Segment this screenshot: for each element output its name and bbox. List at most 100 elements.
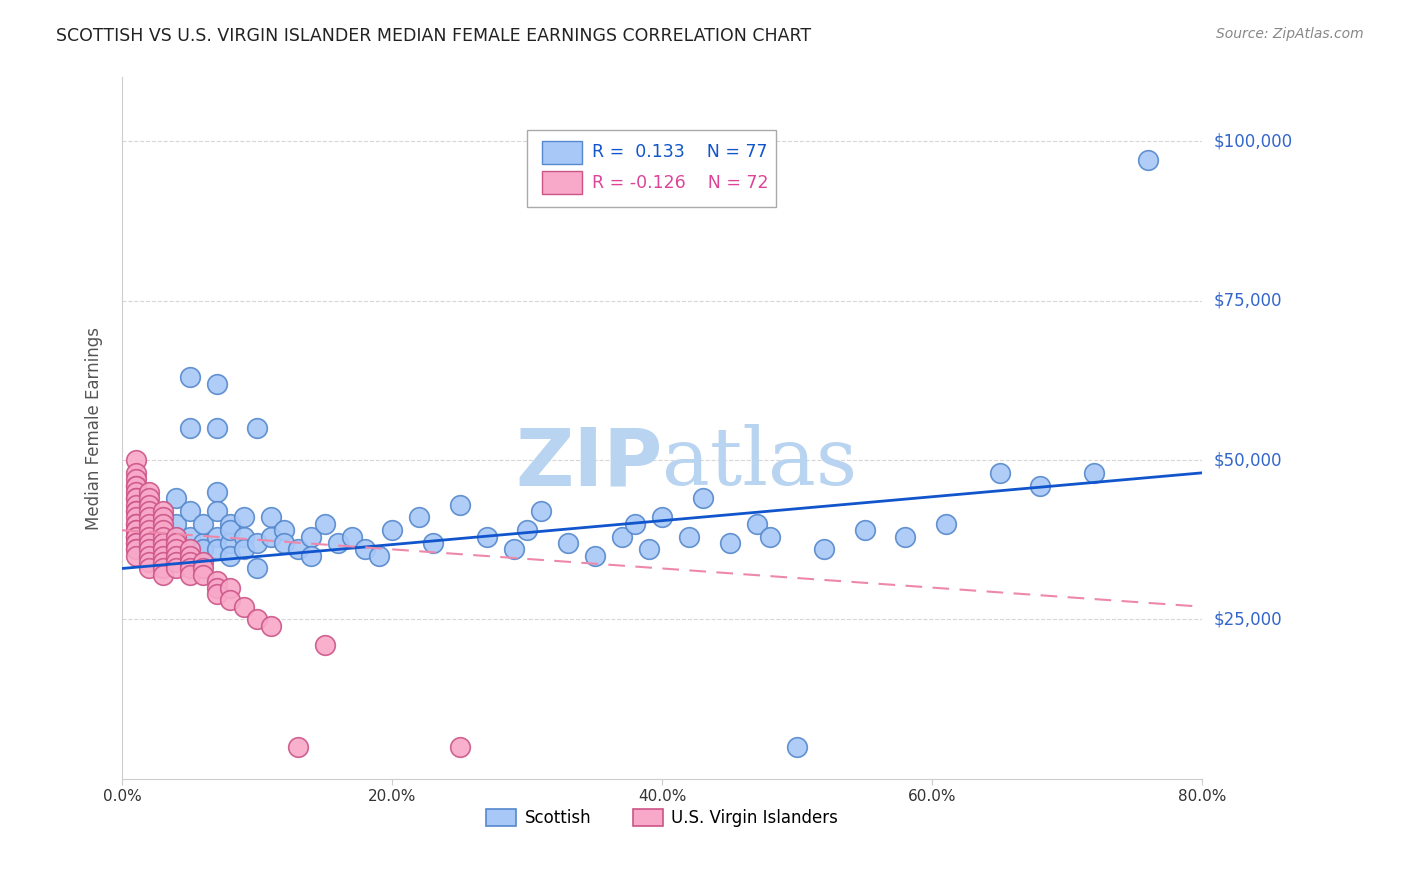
- Point: [124, 504, 146, 518]
- Point: [935, 516, 957, 531]
- Point: [381, 523, 404, 537]
- Point: [124, 498, 146, 512]
- Point: [124, 491, 146, 506]
- Point: [651, 510, 673, 524]
- Point: [354, 542, 377, 557]
- Point: [219, 581, 242, 595]
- Point: [138, 549, 160, 563]
- Point: [138, 555, 160, 569]
- Text: $25,000: $25,000: [1213, 610, 1282, 629]
- Point: [165, 542, 187, 557]
- Point: [124, 504, 146, 518]
- Point: [124, 523, 146, 537]
- Point: [449, 739, 471, 754]
- Point: [165, 549, 187, 563]
- Point: [273, 523, 295, 537]
- Text: Source: ZipAtlas.com: Source: ZipAtlas.com: [1216, 27, 1364, 41]
- Point: [124, 466, 146, 480]
- FancyBboxPatch shape: [543, 141, 582, 164]
- Point: [219, 516, 242, 531]
- Point: [138, 485, 160, 500]
- Point: [152, 504, 174, 518]
- Point: [1029, 478, 1052, 492]
- Point: [165, 516, 187, 531]
- Point: [152, 567, 174, 582]
- Point: [557, 536, 579, 550]
- Point: [124, 516, 146, 531]
- Point: [287, 739, 309, 754]
- Point: [219, 523, 242, 537]
- Point: [205, 530, 228, 544]
- Point: [124, 478, 146, 492]
- Point: [246, 421, 269, 435]
- Point: [246, 612, 269, 626]
- Point: [637, 542, 659, 557]
- Point: [124, 523, 146, 537]
- Point: [745, 516, 768, 531]
- FancyBboxPatch shape: [543, 171, 582, 194]
- Point: [179, 504, 201, 518]
- Point: [179, 549, 201, 563]
- Text: $50,000: $50,000: [1213, 451, 1282, 469]
- Point: [610, 530, 633, 544]
- Point: [124, 491, 146, 506]
- Point: [124, 485, 146, 500]
- Point: [813, 542, 835, 557]
- Point: [124, 530, 146, 544]
- Point: [205, 504, 228, 518]
- Point: [205, 574, 228, 589]
- Point: [165, 530, 187, 544]
- Point: [124, 530, 146, 544]
- Point: [191, 555, 214, 569]
- Point: [165, 555, 187, 569]
- Point: [624, 516, 647, 531]
- Point: [191, 536, 214, 550]
- Point: [583, 549, 606, 563]
- Point: [246, 536, 269, 550]
- Point: [502, 542, 524, 557]
- Point: [165, 561, 187, 575]
- Point: [205, 587, 228, 601]
- Point: [205, 485, 228, 500]
- Point: [179, 567, 201, 582]
- Point: [152, 536, 174, 550]
- Point: [516, 523, 538, 537]
- Text: R = -0.126    N = 72: R = -0.126 N = 72: [592, 174, 769, 192]
- Point: [124, 536, 146, 550]
- Point: [326, 536, 349, 550]
- Point: [138, 504, 160, 518]
- Point: [124, 536, 146, 550]
- Point: [232, 542, 254, 557]
- Point: [367, 549, 389, 563]
- Point: [152, 530, 174, 544]
- Point: [894, 530, 917, 544]
- Point: [152, 516, 174, 531]
- Point: [152, 510, 174, 524]
- Y-axis label: Median Female Earnings: Median Female Earnings: [86, 326, 103, 530]
- Point: [219, 593, 242, 607]
- Point: [422, 536, 444, 550]
- Point: [205, 581, 228, 595]
- Point: [138, 491, 160, 506]
- Text: ZIP: ZIP: [515, 425, 662, 502]
- Legend: Scottish, U.S. Virgin Islanders: Scottish, U.S. Virgin Islanders: [479, 802, 845, 834]
- Point: [152, 549, 174, 563]
- Point: [205, 542, 228, 557]
- Point: [759, 530, 782, 544]
- Point: [152, 549, 174, 563]
- Point: [138, 536, 160, 550]
- Point: [124, 530, 146, 544]
- Point: [138, 516, 160, 531]
- Point: [191, 561, 214, 575]
- Point: [138, 510, 160, 524]
- Point: [340, 530, 363, 544]
- Point: [692, 491, 714, 506]
- Text: R =  0.133    N = 77: R = 0.133 N = 77: [592, 144, 768, 161]
- Text: SCOTTISH VS U.S. VIRGIN ISLANDER MEDIAN FEMALE EARNINGS CORRELATION CHART: SCOTTISH VS U.S. VIRGIN ISLANDER MEDIAN …: [56, 27, 811, 45]
- Point: [152, 523, 174, 537]
- Point: [678, 530, 700, 544]
- Point: [718, 536, 741, 550]
- Point: [299, 549, 322, 563]
- Point: [124, 472, 146, 486]
- Point: [124, 510, 146, 524]
